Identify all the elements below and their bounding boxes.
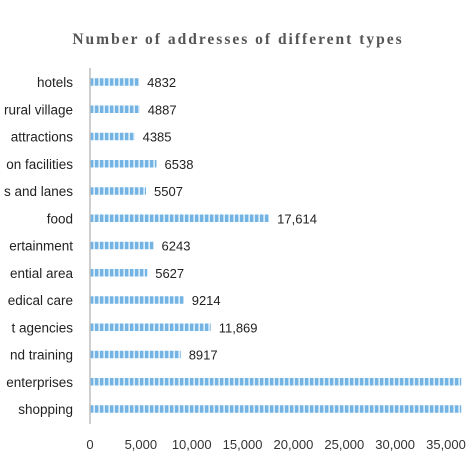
- x-tick-label-5: 25,000: [324, 437, 364, 452]
- value-label-0: 4832: [147, 75, 176, 90]
- category-label-1: rural village: [4, 102, 73, 117]
- bar-10: [90, 350, 181, 359]
- category-label-9: t agencies: [11, 320, 73, 335]
- bar-3: [90, 160, 157, 168]
- category-label-0: hotels: [37, 75, 73, 90]
- bar-8: [90, 296, 184, 304]
- value-label-2: 4385: [143, 130, 172, 145]
- bar-12: [90, 405, 462, 413]
- x-tick-label-7: 35,000: [426, 437, 466, 452]
- bar-7: [90, 269, 148, 277]
- category-label-12: shopping: [18, 402, 73, 417]
- bar-6: [90, 241, 154, 250]
- bar-1: [90, 105, 140, 113]
- category-label-6: ertainment: [9, 239, 73, 254]
- value-label-1: 4887: [148, 102, 177, 117]
- x-tick-label-2: 10,000: [172, 437, 212, 452]
- category-label-5: food: [47, 211, 73, 226]
- category-label-7: ential area: [10, 266, 74, 281]
- value-label-6: 6243: [162, 239, 191, 254]
- category-label-3: on facilities: [6, 157, 73, 172]
- category-label-10: nd training: [10, 348, 73, 363]
- x-tick-label-3: 15,000: [223, 437, 263, 452]
- value-label-3: 6538: [165, 157, 194, 172]
- value-label-7: 5627: [155, 266, 184, 281]
- bar-9: [90, 323, 211, 331]
- category-label-11: enterprises: [6, 375, 73, 390]
- x-tick-label-6: 30,000: [375, 437, 415, 452]
- bar-0: [90, 78, 140, 86]
- value-label-10: 8917: [189, 348, 218, 363]
- x-tick-label-4: 20,000: [274, 437, 314, 452]
- value-label-4: 5507: [154, 184, 183, 199]
- chart-title: Number of addresses of different types: [72, 31, 403, 48]
- value-label-8: 9214: [192, 293, 221, 308]
- category-label-8: edical care: [8, 293, 73, 308]
- value-label-9: 11,869: [219, 320, 258, 335]
- value-label-5: 17,614: [277, 211, 317, 226]
- bar-4: [90, 187, 147, 195]
- bar-11: [90, 378, 462, 386]
- category-label-4: s and lanes: [4, 184, 73, 199]
- bar-2: [90, 132, 135, 141]
- bar-5: [90, 214, 270, 222]
- x-tick-label-0: 0: [86, 437, 93, 452]
- x-tick-label-1: 5,000: [125, 437, 158, 452]
- category-label-2: attractions: [11, 130, 74, 145]
